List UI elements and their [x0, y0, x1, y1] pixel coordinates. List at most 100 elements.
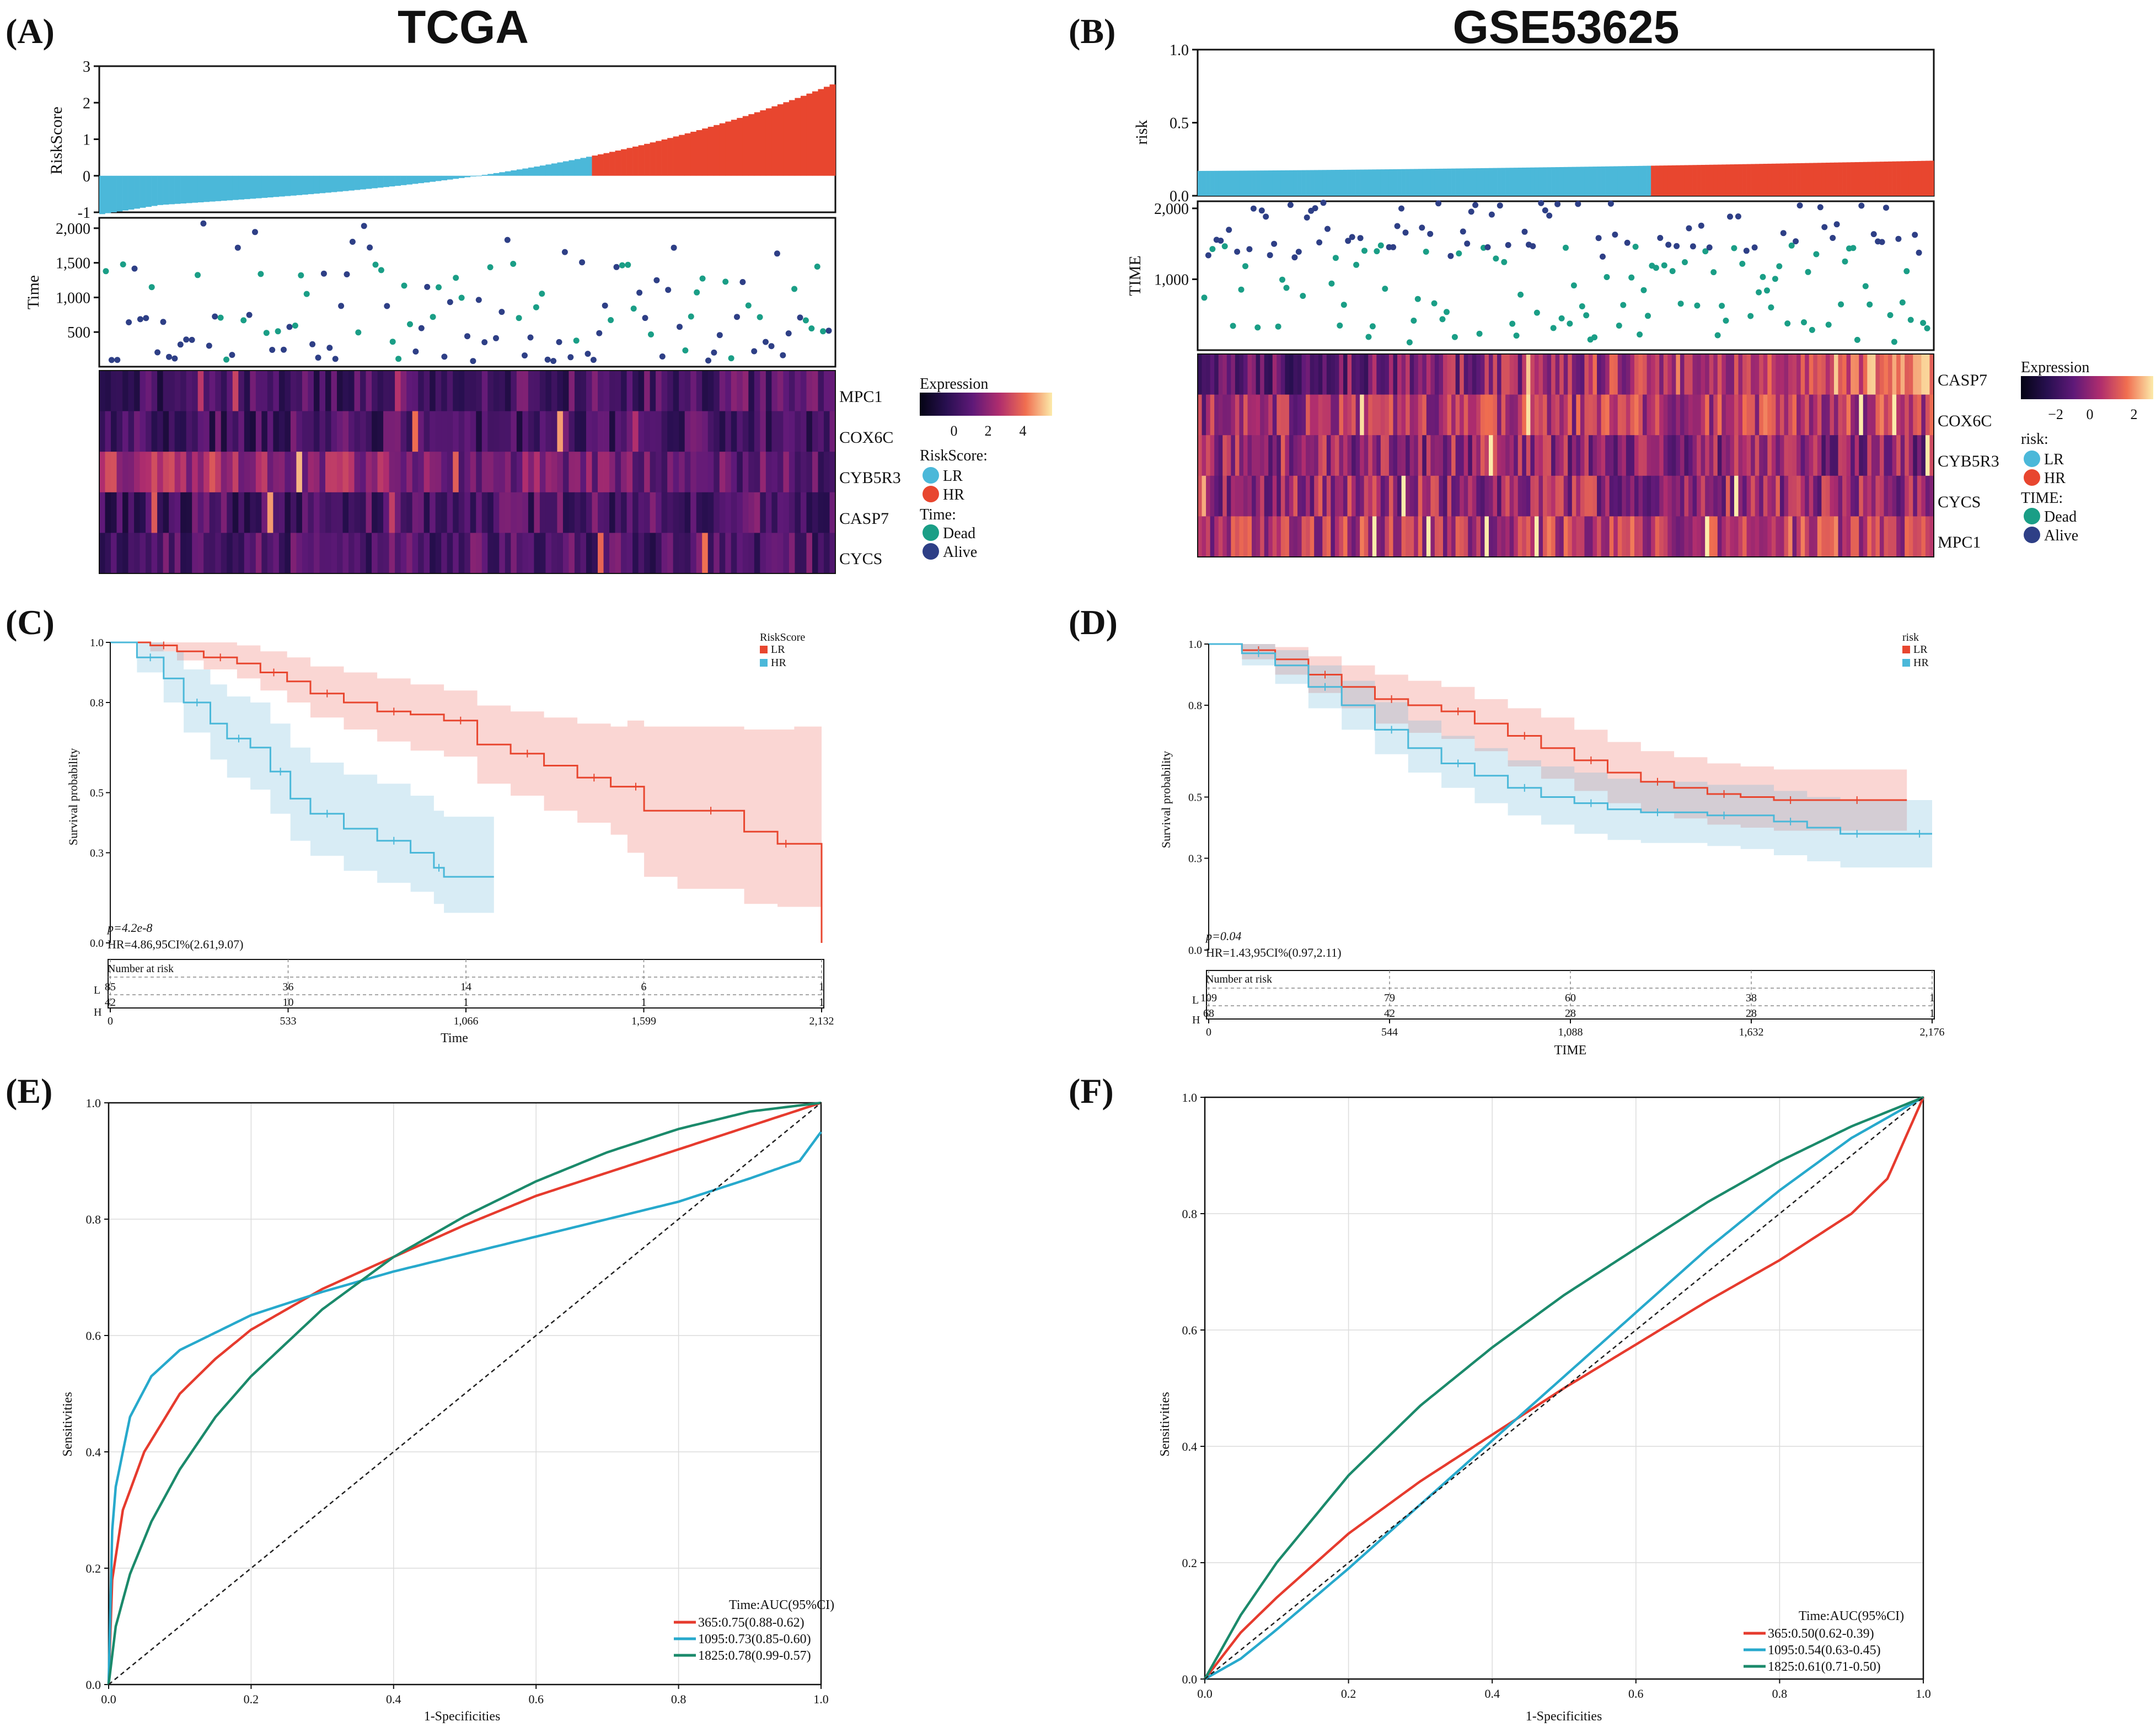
heatmap-cell [1821, 354, 1826, 395]
heatmap-cell [1580, 475, 1585, 517]
heatmap-cell [557, 371, 564, 411]
heatmap-cell [1759, 475, 1764, 517]
dead-point [1332, 255, 1339, 261]
heatmap-cell [1297, 354, 1302, 395]
heatmap-cell [737, 371, 743, 411]
heatmap-cell [1247, 516, 1252, 557]
heatmap-cell [1888, 475, 1892, 517]
heatmap-cell [99, 492, 105, 533]
heatmap-cell [1925, 435, 1930, 476]
heatmap-cell [1630, 516, 1635, 557]
heatmap-cell [1800, 435, 1805, 476]
heatmap-cell [725, 452, 732, 493]
heatmap-cell [621, 533, 627, 574]
heatmap-cell [1584, 435, 1589, 476]
heatmap-cell [1198, 516, 1202, 557]
heatmap-cell [1380, 354, 1385, 395]
heatmap-cell [406, 371, 413, 411]
panel-b-gene-5: MPC1 [1938, 533, 1981, 551]
heatmap-cell [1463, 475, 1468, 517]
risk-axis-tick-label: -1 [78, 205, 90, 222]
risk-score-bar [511, 170, 517, 176]
heatmap-cell [336, 371, 343, 411]
heatmap-cell [690, 371, 697, 411]
risk-score-bar [580, 158, 587, 176]
heatmap-cell [1929, 354, 1934, 395]
heatmap-cell [1568, 475, 1573, 517]
heatmap-cell [169, 533, 175, 574]
heatmap-cell [1622, 435, 1627, 476]
dead-point [1776, 263, 1783, 270]
heatmap-cell [1905, 354, 1910, 395]
heatmap-cell [186, 371, 192, 411]
heatmap-cell [1592, 435, 1597, 476]
heatmap-cell [1385, 354, 1390, 395]
heatmap-cell [1776, 435, 1780, 476]
alive-point [131, 265, 138, 272]
risk-score-bar [754, 112, 760, 176]
heatmap-cell [116, 411, 123, 452]
heatmap-cell [632, 452, 639, 493]
heatmap-cell [1497, 435, 1501, 476]
heatmap-cell [783, 411, 790, 452]
risk-score-bar [1846, 162, 1851, 196]
heatmap-cell [1351, 475, 1356, 517]
heatmap-cell [1580, 516, 1585, 557]
heatmap-cell [1451, 354, 1456, 395]
panel-e: (E) Sensitivities 0.0 0.2 0.4 0.6 0.8 1.00.00… [6, 1071, 834, 1724]
heatmap-cell [684, 371, 691, 411]
heatmap-cell [1326, 475, 1331, 517]
risk-score-bar [1218, 170, 1223, 196]
heatmap-cell [1925, 354, 1930, 395]
alive-point [332, 356, 339, 362]
risk-score-bar [1605, 166, 1610, 196]
risk-score-bar [1460, 168, 1465, 196]
km-risk-count-low: 1 [1929, 992, 1935, 1004]
heatmap-cell [1214, 516, 1219, 557]
heatmap-cell [360, 452, 366, 493]
heatmap-cell [522, 533, 529, 574]
heatmap-cell [1318, 354, 1323, 395]
heatmap-cell [1484, 516, 1489, 557]
heatmap-cell [389, 492, 395, 533]
panel-c-hr-text: HR=4.86,95CI%(2.61,9.07) [108, 937, 243, 951]
heatmap-cell [632, 371, 639, 411]
km-risk-count-high: 28 [1746, 1007, 1757, 1020]
heatmap-cell [1929, 435, 1934, 476]
heatmap-cell [580, 411, 587, 452]
heatmap-cell [1388, 435, 1393, 476]
heatmap-cell [795, 452, 801, 493]
risk-score-bar [1721, 164, 1726, 196]
heatmap-cell [1368, 354, 1373, 395]
dead-point [195, 272, 201, 278]
alive-point [1287, 202, 1294, 208]
heatmap-cell [615, 492, 621, 533]
heatmap-cell [1206, 475, 1211, 517]
heatmap-cell [1426, 354, 1431, 395]
heatmap-cell [1418, 435, 1423, 476]
risk-score-bar [1638, 165, 1643, 196]
panel-b-expression-tick-3: 2 [2131, 406, 2138, 422]
heatmap-cell [255, 371, 262, 411]
heatmap-cell [719, 492, 726, 533]
heatmap-cell [1830, 475, 1835, 517]
time-axis-tick-label: 500 [67, 324, 90, 341]
heatmap-cell [1310, 354, 1315, 395]
heatmap-cell [1643, 475, 1647, 517]
heatmap-cell [238, 533, 245, 574]
heatmap-cell [493, 452, 500, 493]
heatmap-cell [1206, 354, 1211, 395]
heatmap-cell [1285, 435, 1290, 476]
heatmap-cell [1563, 475, 1568, 517]
heatmap-cell [354, 492, 361, 533]
heatmap-cell [574, 411, 581, 452]
risk-score-bar [771, 106, 778, 176]
km-risk-count-low: 79 [1384, 992, 1395, 1004]
dead-point [1382, 286, 1388, 292]
dead-point [407, 321, 413, 328]
km-y-tick-label: 0.3 [1188, 853, 1202, 865]
heatmap-cell [342, 492, 349, 533]
heatmap-cell [1501, 435, 1506, 476]
heatmap-cell [250, 533, 256, 574]
heatmap-cell [1813, 475, 1818, 517]
